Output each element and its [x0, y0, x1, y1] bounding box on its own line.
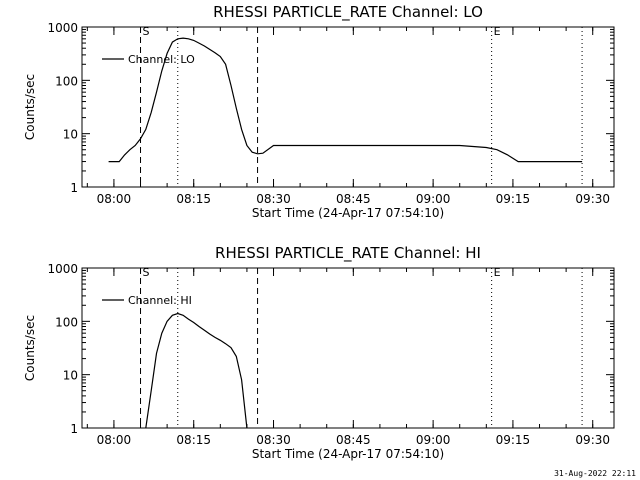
panel-1-title: RHESSI PARTICLE_RATE Channel: LO	[213, 3, 483, 22]
panel-1-y-tick-label: 100	[55, 74, 78, 88]
panel-1-legend-label: Channel: LO	[128, 53, 195, 66]
panel-2-y-tick-label: 1	[70, 422, 78, 436]
panel-2-series-line	[145, 312, 248, 429]
panel-2-plot-frame	[81, 267, 615, 429]
panel-1-x-tick-label: 08:45	[336, 192, 371, 206]
panel-1-x-tick-label: 09:00	[416, 192, 451, 206]
panel-2-x-tick-label: 08:00	[97, 433, 132, 447]
panel-2-x-tick-label: 08:30	[256, 433, 291, 447]
panel-1-y-tick-label: 1	[70, 181, 78, 195]
panel-1-y-tick-label: 10	[63, 128, 78, 142]
panel-1-x-tick-label: 08:00	[97, 192, 132, 206]
panel-1-plot-frame	[81, 26, 615, 188]
panel-2-x-tick-label: 09:30	[575, 433, 610, 447]
panel-2-x-tick-label: 08:45	[336, 433, 371, 447]
panel-2-x-tick-label: 09:15	[496, 433, 531, 447]
panel-1-x-axis-label: Start Time (24-Apr-17 07:54:10)	[252, 206, 444, 220]
panel-1-x-tick-label: 09:15	[496, 192, 531, 206]
panel-2-marker-label: E	[494, 266, 501, 279]
panel-1-marker-label: E	[494, 25, 501, 38]
panel-2-x-tick-label: 08:15	[176, 433, 211, 447]
panel-2-y-tick-label: 10	[63, 369, 78, 383]
panel-1-y-tick-label: 1000	[47, 21, 78, 35]
panel-2-marker-label: S	[143, 266, 150, 279]
footer-timestamp: 31-Aug-2022 22:11	[554, 469, 636, 478]
panel-2-title: RHESSI PARTICLE_RATE Channel: HI	[215, 244, 481, 263]
panel-1-series-line	[108, 37, 583, 163]
panel-2-y-tick-label: 1000	[47, 262, 78, 276]
panel-1-x-tick-label: 08:30	[256, 192, 291, 206]
panel-2-y-tick-label: 100	[55, 315, 78, 329]
panel-1-y-axis-label: Counts/sec	[23, 74, 37, 140]
panel-1-x-tick-label: 08:15	[176, 192, 211, 206]
panel-2-x-axis-label: Start Time (24-Apr-17 07:54:10)	[252, 447, 444, 461]
panel-2-x-tick-label: 09:00	[416, 433, 451, 447]
panel-2-y-axis-label: Counts/sec	[23, 315, 37, 381]
panel-1-marker-label: S	[143, 25, 150, 38]
panel-1-x-tick-label: 09:30	[575, 192, 610, 206]
panel-2-legend-label: Channel: HI	[128, 294, 192, 307]
